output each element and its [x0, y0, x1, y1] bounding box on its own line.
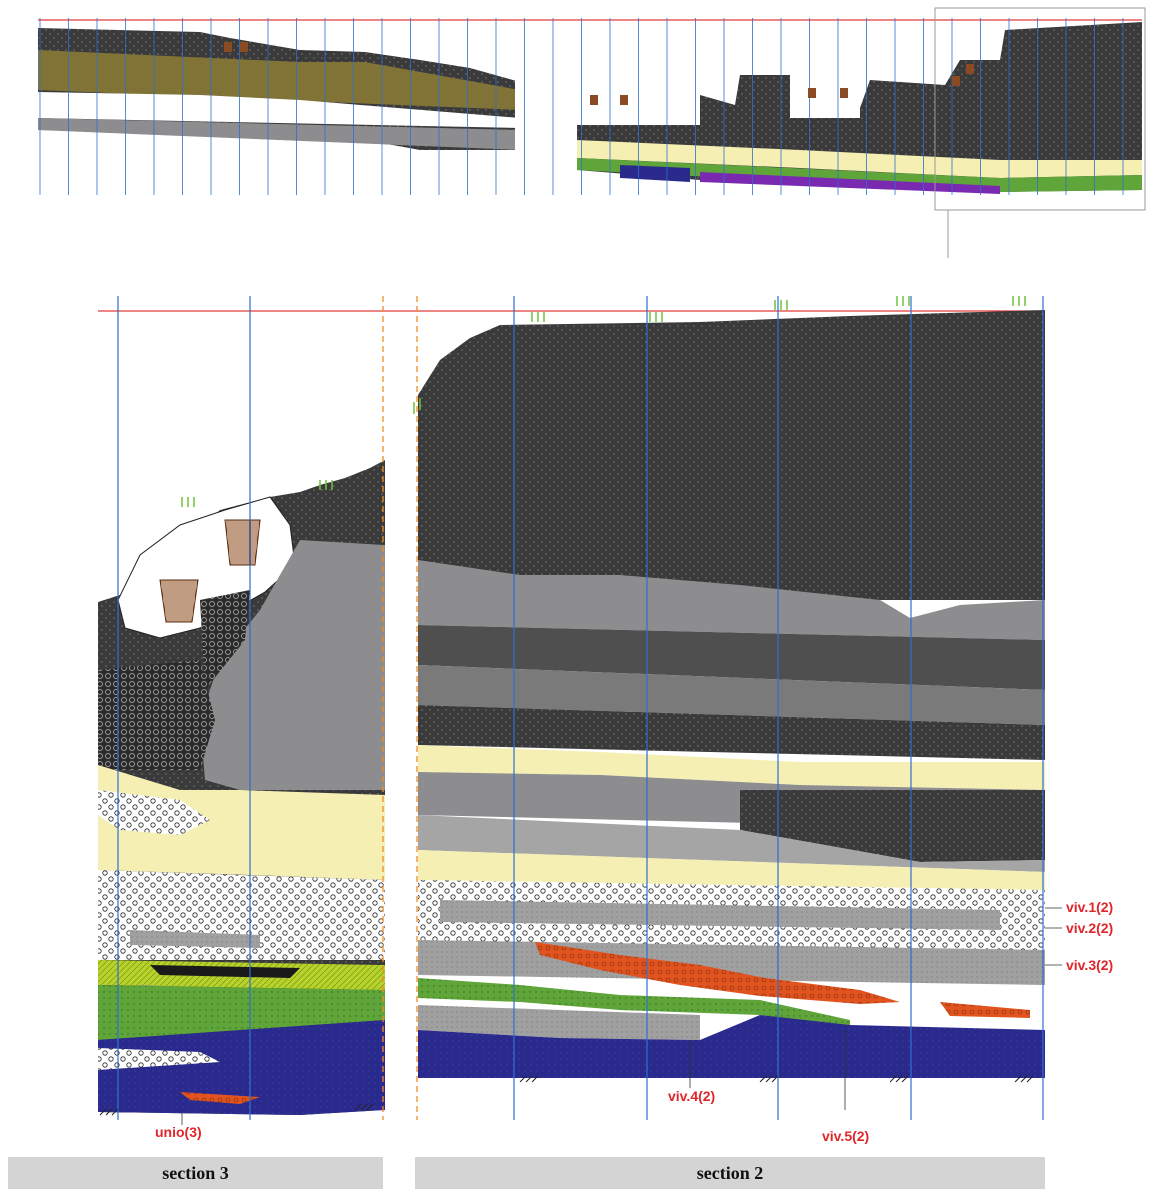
level-label-viv1: viv.1(2): [1066, 899, 1114, 915]
overview-purple-layer: [700, 172, 1000, 194]
arrow-group: [181, 497, 195, 507]
s3-gravel-lens-2: [98, 1048, 220, 1070]
detail-section: [98, 296, 1062, 1125]
level-label-viv2: viv.2(2): [1066, 920, 1114, 936]
basket-icon: [224, 519, 261, 566]
level-label-viv4: viv.4(2): [668, 1088, 716, 1104]
detail-grid-lines: [117, 296, 1044, 1120]
section-2-label: section 2: [415, 1157, 1045, 1189]
overview-grey-layer: [38, 118, 520, 150]
s2-dark-stripe-1: [418, 625, 1045, 690]
s2-grey-lower: [418, 1005, 700, 1040]
sample-arrows: [181, 296, 1026, 507]
arrow-group: [319, 480, 333, 490]
s3-blue-base: [98, 1020, 385, 1115]
label-leaders: [181, 907, 1062, 1125]
s2-green-band: [418, 978, 850, 1028]
overview-baskets: [224, 42, 974, 105]
ground-hatches: [99, 1075, 1034, 1116]
overview-white-layer: [38, 92, 520, 128]
section-gap: [385, 395, 418, 1110]
overview-focus-box: [934, 7, 1146, 211]
arrow-group: [413, 398, 421, 414]
s2-blue-base: [418, 1015, 1045, 1078]
s2-grey-band: [418, 560, 1045, 640]
overview-blue-layer: [620, 165, 690, 182]
arrow-group: [774, 300, 788, 310]
overview-cream-layer: [577, 140, 1142, 178]
overview-section: [38, 7, 1146, 258]
s3-orange-lens: [180, 1092, 260, 1104]
s3-grey-lens: [200, 540, 385, 790]
s3-black-lens: [150, 965, 300, 978]
overview-green-layer: [577, 158, 1142, 192]
overview-grid: [39, 18, 1124, 195]
section-3-label: section 3: [8, 1157, 383, 1189]
overview-pit-2: [790, 75, 860, 118]
section-boundary-lines: [382, 296, 418, 1120]
s3-green-band: [98, 985, 385, 1040]
s3-grey-lens-2: [130, 930, 260, 948]
overview-gap: [515, 80, 577, 170]
s3-gravel-wedge: [200, 590, 250, 690]
s2-cream-band-1: [418, 745, 1045, 790]
s2-grey-lens-1: [440, 900, 1000, 930]
s2-cream-band-2: [418, 850, 1045, 890]
arrow-group: [1012, 296, 1026, 306]
level-label-unio3: unio(3): [155, 1124, 202, 1140]
s2-orange-lens: [535, 942, 900, 1004]
s2-dark-lens: [740, 790, 1045, 862]
s2-dark-stripe-3: [418, 705, 1045, 760]
arrow-group: [649, 312, 663, 322]
level-label-viv5: viv.5(2): [822, 1128, 870, 1144]
s3-dark-gravel: [98, 660, 215, 770]
s3-gravel-lens-1: [98, 790, 210, 835]
arrow-group: [531, 312, 545, 322]
s2-light-grey-band: [418, 815, 1045, 872]
s2-upper-dark-layer: [418, 310, 1045, 600]
s3-cream-band: [98, 765, 385, 880]
arrow-group: [896, 296, 910, 306]
level-label-viv3: viv.3(2): [1066, 957, 1114, 973]
basket-icon: [159, 579, 199, 623]
s2-orange-lens-2: [940, 1002, 1030, 1018]
